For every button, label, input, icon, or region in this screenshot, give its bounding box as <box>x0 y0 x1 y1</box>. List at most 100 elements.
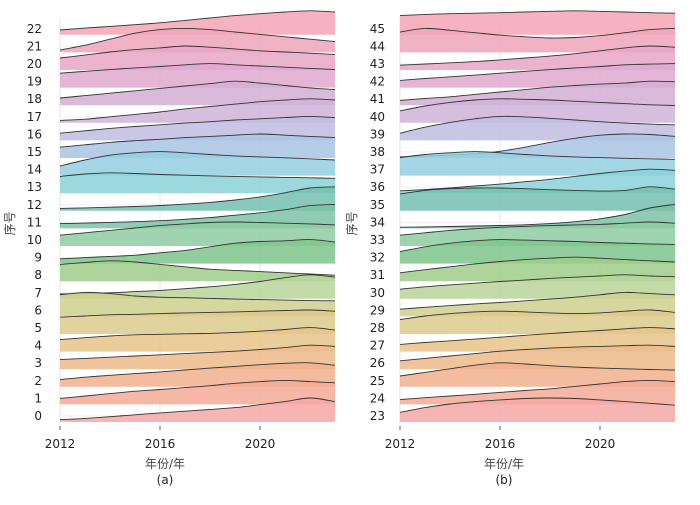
ridge-line-7 <box>59 274 336 295</box>
ridge-area-36 <box>400 169 675 194</box>
ridge-line-19 <box>59 63 336 74</box>
ytick-label-5: 5 <box>34 321 42 335</box>
xtick-label-2020: 2020 <box>245 437 276 451</box>
ridge-line-45 <box>399 10 676 17</box>
ridge-line-14 <box>59 151 336 167</box>
ridge-line-25 <box>399 362 676 377</box>
ridge-area-44 <box>400 28 675 53</box>
ridge-area-37 <box>400 151 675 176</box>
y-axis-title: 序号 <box>344 211 359 235</box>
ytick-label-10: 10 <box>27 233 42 247</box>
panel-a: 0123456789101112131415161718192021222012… <box>2 10 336 487</box>
ridge-line-15 <box>59 133 336 148</box>
ytick-label-35: 35 <box>370 198 385 212</box>
ridge-area-38 <box>400 133 675 158</box>
ridge-area-19 <box>60 63 335 88</box>
ytick-label-32: 32 <box>370 251 385 265</box>
ridge-area-42 <box>400 63 675 88</box>
ridge-area-1 <box>60 380 335 405</box>
ridge-area-41 <box>400 81 675 106</box>
ridge-area-12 <box>60 186 335 211</box>
ridge-line-42 <box>399 63 676 81</box>
ytick-label-19: 19 <box>27 75 42 89</box>
ytick-label-37: 37 <box>370 163 385 177</box>
ridge-area-24 <box>400 380 675 405</box>
ridge-area-28 <box>400 309 675 334</box>
ytick-label-9: 9 <box>34 251 42 265</box>
ytick-label-34: 34 <box>370 215 385 229</box>
ridge-line-22 <box>59 10 336 31</box>
ytick-label-45: 45 <box>370 22 385 36</box>
x-axis-title: 年份/年 <box>145 457 185 471</box>
ridge-line-39 <box>399 115 676 134</box>
ridge-line-4 <box>59 327 336 341</box>
ridge-area-40 <box>400 98 675 123</box>
ridge-area-25 <box>400 362 675 387</box>
ytick-label-23: 23 <box>370 409 385 423</box>
ytick-label-22: 22 <box>27 22 42 36</box>
ytick-label-28: 28 <box>370 321 385 335</box>
ridge-line-41 <box>399 80 676 101</box>
ytick-label-36: 36 <box>370 180 385 194</box>
ridge-area-15 <box>60 134 335 158</box>
ridge-area-8 <box>60 260 335 282</box>
ridge-line-3 <box>59 344 336 361</box>
ytick-label-7: 7 <box>34 286 42 300</box>
ridge-area-26 <box>400 345 675 370</box>
ridge-area-27 <box>400 327 675 352</box>
ytick-label-38: 38 <box>370 145 385 159</box>
ytick-label-27: 27 <box>370 339 385 353</box>
ridge-line-8 <box>59 260 336 276</box>
ridge-area-22 <box>60 10 335 35</box>
ridge-area-32 <box>400 239 675 264</box>
ridge-line-28 <box>399 309 676 321</box>
ridge-line-18 <box>59 80 336 99</box>
xtick-label-2016: 2016 <box>145 437 176 451</box>
ridge-area-34 <box>400 204 675 229</box>
xtick-label-2020: 2020 <box>585 437 616 451</box>
ridge-area-9 <box>60 239 335 264</box>
ytick-label-40: 40 <box>370 110 385 124</box>
ridge-line-30 <box>399 274 676 290</box>
ytick-label-8: 8 <box>34 268 42 282</box>
panel-label: (b) <box>496 473 513 487</box>
ytick-label-21: 21 <box>27 39 42 53</box>
ridge-line-21 <box>59 27 336 51</box>
ytick-label-20: 20 <box>27 57 42 71</box>
ridge-line-0 <box>59 397 336 421</box>
ridge-area-29 <box>400 292 675 317</box>
ytick-label-44: 44 <box>370 39 385 53</box>
ytick-label-3: 3 <box>34 356 42 370</box>
ridge-area-4 <box>60 327 335 352</box>
ridge-line-26 <box>399 344 676 362</box>
ytick-label-6: 6 <box>34 303 42 317</box>
ridge-line-6 <box>59 291 336 302</box>
ytick-label-0: 0 <box>34 409 42 423</box>
y-axis-title: 序号 <box>2 211 17 235</box>
ridge-line-11 <box>59 203 336 225</box>
ridge-line-31 <box>399 256 676 274</box>
ytick-label-1: 1 <box>34 391 42 405</box>
ytick-label-25: 25 <box>370 374 385 388</box>
ytick-label-18: 18 <box>27 92 42 106</box>
ridge-area-3 <box>60 345 335 370</box>
ytick-label-41: 41 <box>370 92 385 106</box>
ridge-line-9 <box>59 239 336 260</box>
ridge-area-14 <box>60 151 335 176</box>
ytick-label-14: 14 <box>27 163 42 177</box>
ridge-area-5 <box>60 309 335 334</box>
ridge-line-1 <box>59 379 336 399</box>
ridge-area-18 <box>60 81 335 106</box>
ridge-area-20 <box>60 45 335 70</box>
ridge-line-32 <box>399 239 676 253</box>
ytick-label-16: 16 <box>27 127 42 141</box>
ridge-area-6 <box>60 292 335 317</box>
ytick-label-39: 39 <box>370 127 385 141</box>
ridge-line-23 <box>399 397 676 413</box>
panel-label: (a) <box>157 473 174 487</box>
xtick-label-2016: 2016 <box>485 437 516 451</box>
ytick-label-42: 42 <box>370 75 385 89</box>
ridge-line-12 <box>59 186 336 209</box>
ridge-line-27 <box>399 327 676 345</box>
ytick-label-30: 30 <box>370 286 385 300</box>
